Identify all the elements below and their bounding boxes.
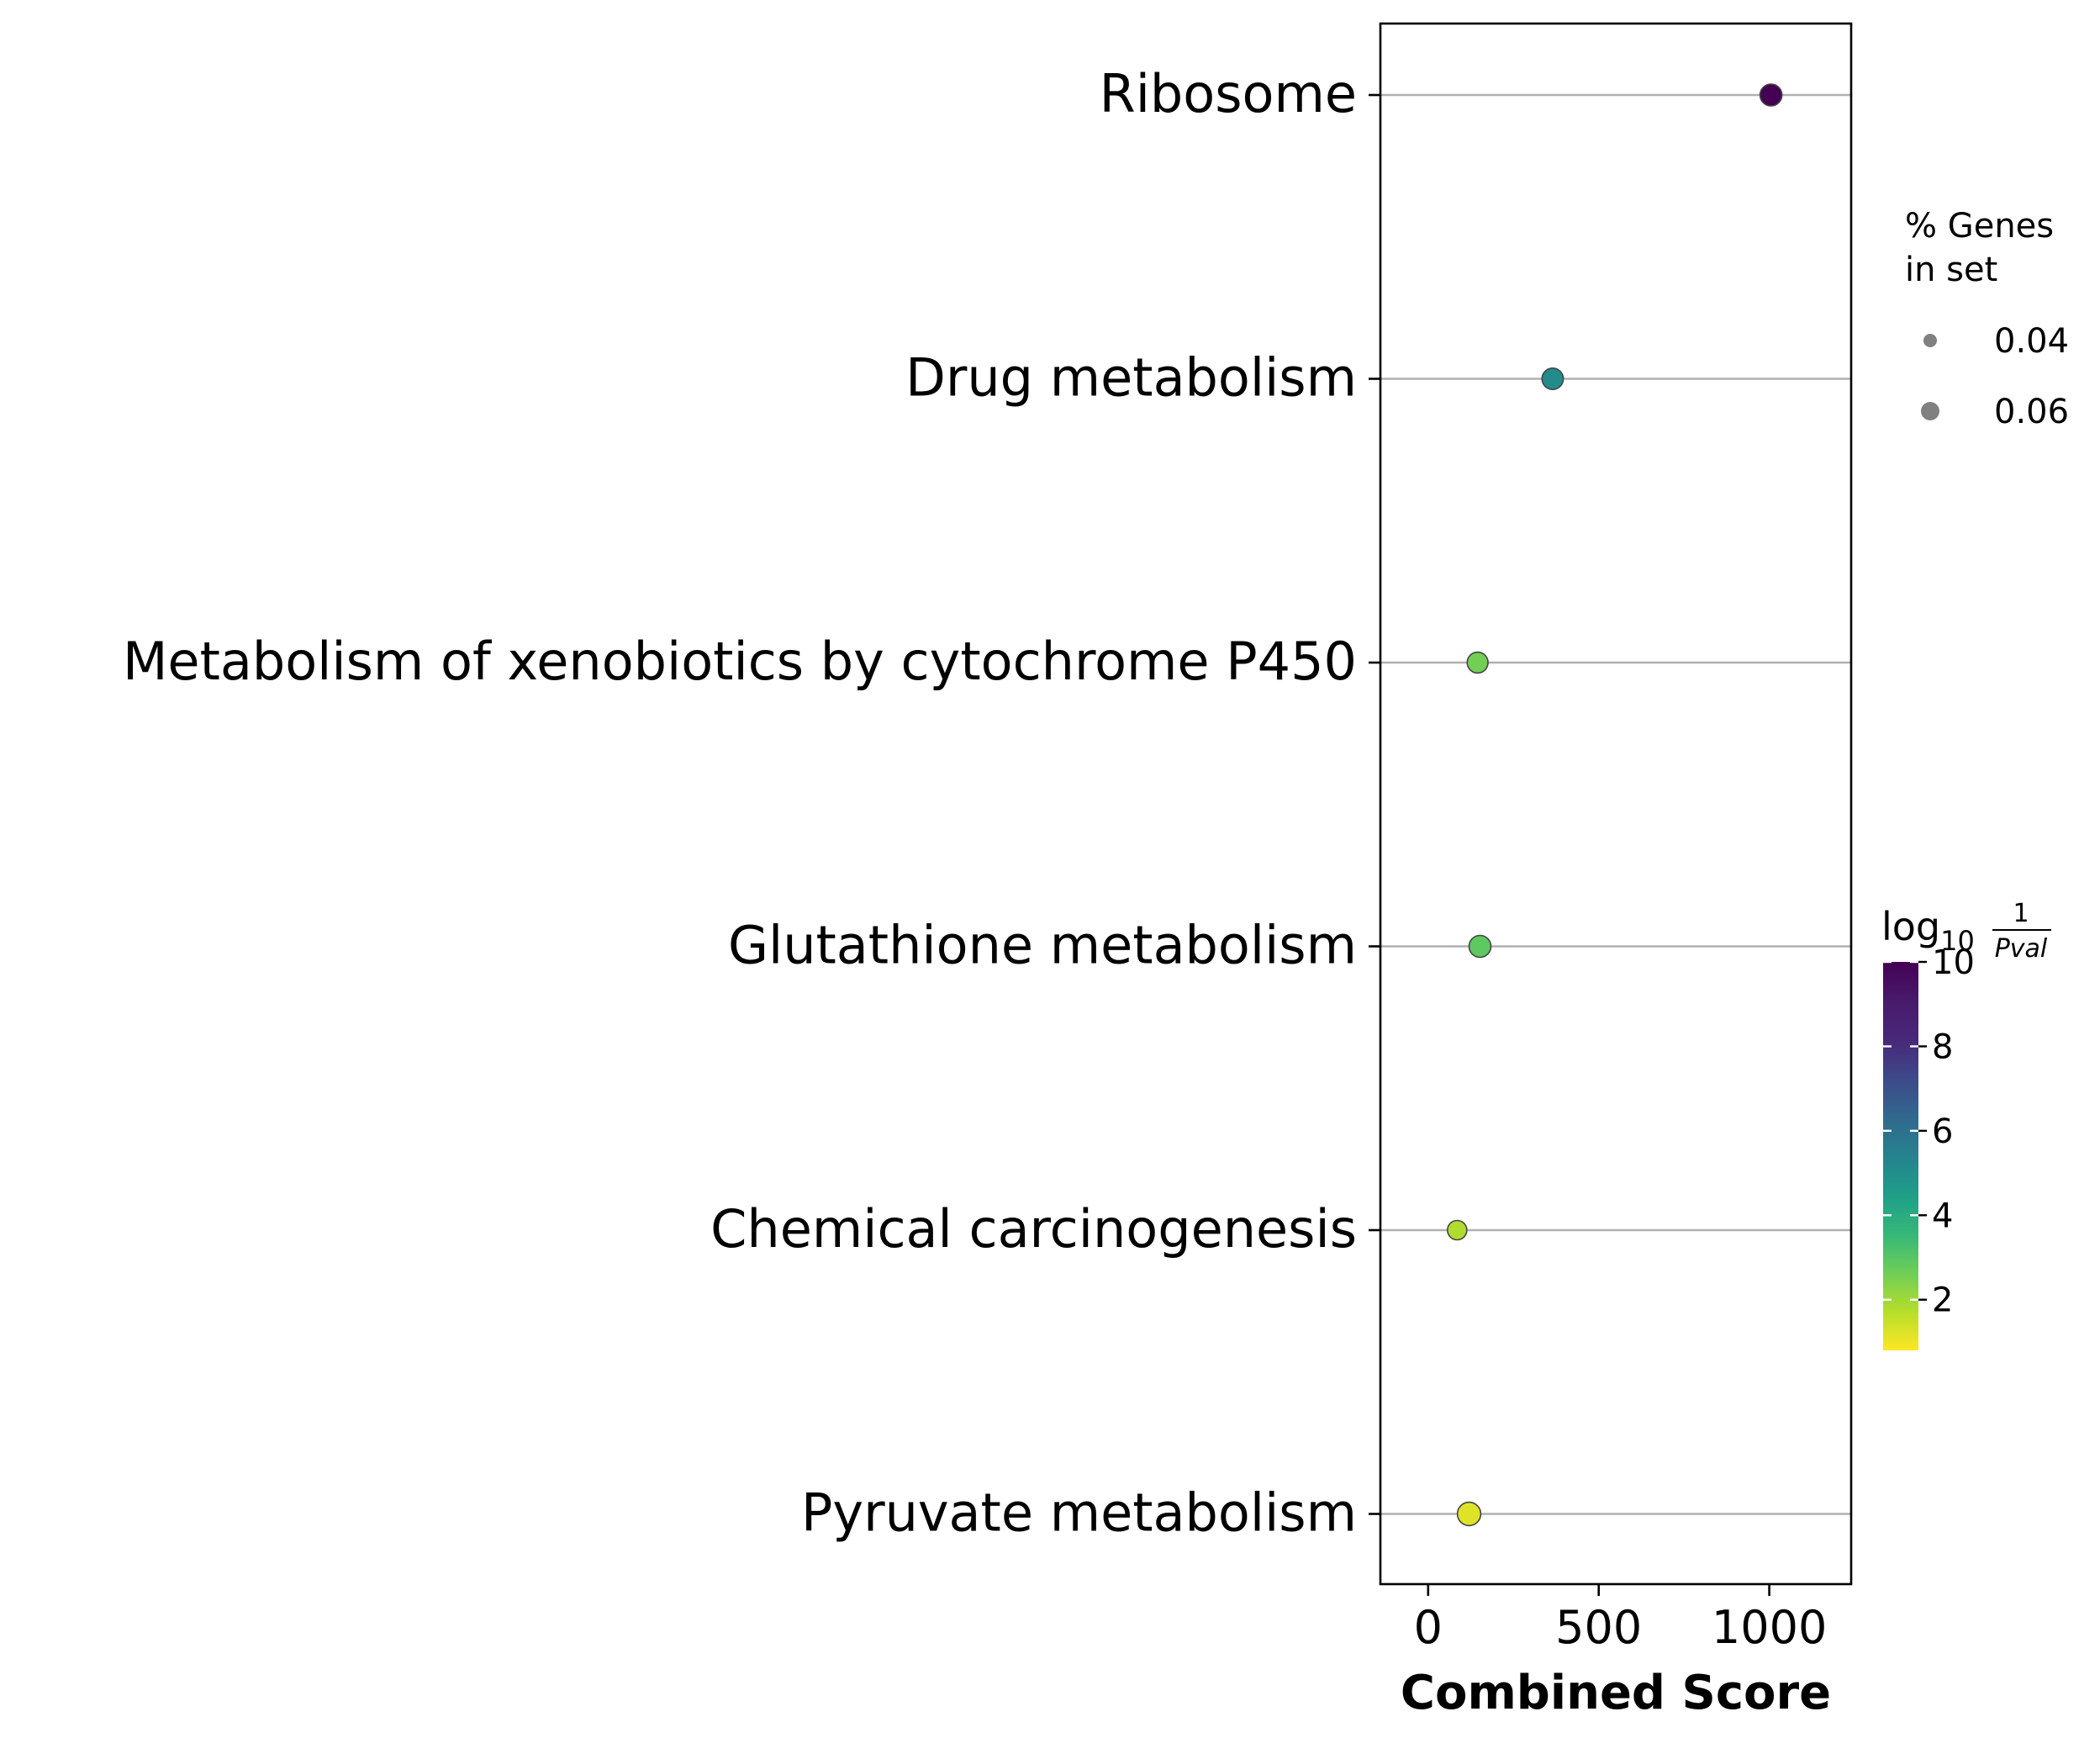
colorbar-title-log: log [1881,904,1940,949]
colorbar-title-sub: 10 [1940,925,1975,957]
y-tick-label: Drug metabolism [905,347,1357,409]
plot-frame [1379,22,1853,1586]
x-axis-ticks: 0 500 1000 [1414,1584,1827,1654]
data-point [1468,934,1492,959]
x-tick-label: 0 [1414,1601,1443,1654]
y-axis-ticks: Ribosome Drug metabolism Metabolism of xen… [123,63,1380,1544]
colorbar-title-numerator: 1 [2013,899,2029,928]
colorbar-title-denominator: Pval [1995,934,2048,964]
y-tick-label: Glutathione metabolism [728,915,1357,976]
size-legend: % Genes in set 0.04 0.06 [1905,207,2069,431]
size-legend-marker [1923,334,1937,347]
colorbar-tick-label: 6 [1932,1112,1953,1151]
colorbar-tick-label: 4 [1932,1197,1953,1235]
x-tick-label: 1000 [1712,1601,1827,1654]
data-point [1541,367,1564,390]
x-tick-label: 500 [1555,1601,1642,1654]
colorbar-title: log10 [1881,904,1975,957]
colorbar-tick-label: 10 [1932,943,1975,982]
data-point [1456,1501,1482,1527]
size-legend-marker [1921,402,1939,420]
colorbar-tick-label: 2 [1932,1281,1953,1320]
size-legend-title-line2: in set [1905,251,1997,289]
colorbar-gradient [1883,962,1918,1350]
y-tick-label: Pyruvate metabolism [801,1482,1357,1544]
y-tick-label: Metabolism of xenobiotics by cytochrome … [123,631,1357,692]
size-legend-label: 0.06 [1994,393,2069,431]
size-legend-label: 0.04 [1994,322,2069,361]
data-point [1447,1219,1468,1241]
y-tick-label: Chemical carcinogenesis [710,1198,1357,1260]
x-axis-label: Combined Score [1401,1666,1831,1720]
data-point [1759,83,1783,107]
data-point [1466,651,1489,674]
colorbar: log10 1 Pval 2 4 6 8 10 [1881,899,2051,1350]
size-legend-title-line1: % Genes [1905,207,2054,246]
colorbar-tick-label: 8 [1932,1027,1953,1066]
colorbar-ticks: 2 4 6 8 10 [1883,943,1975,1320]
y-tick-label: Ribosome [1100,63,1357,124]
grid-lines [1380,93,1851,1515]
data-points [1447,83,1783,1527]
